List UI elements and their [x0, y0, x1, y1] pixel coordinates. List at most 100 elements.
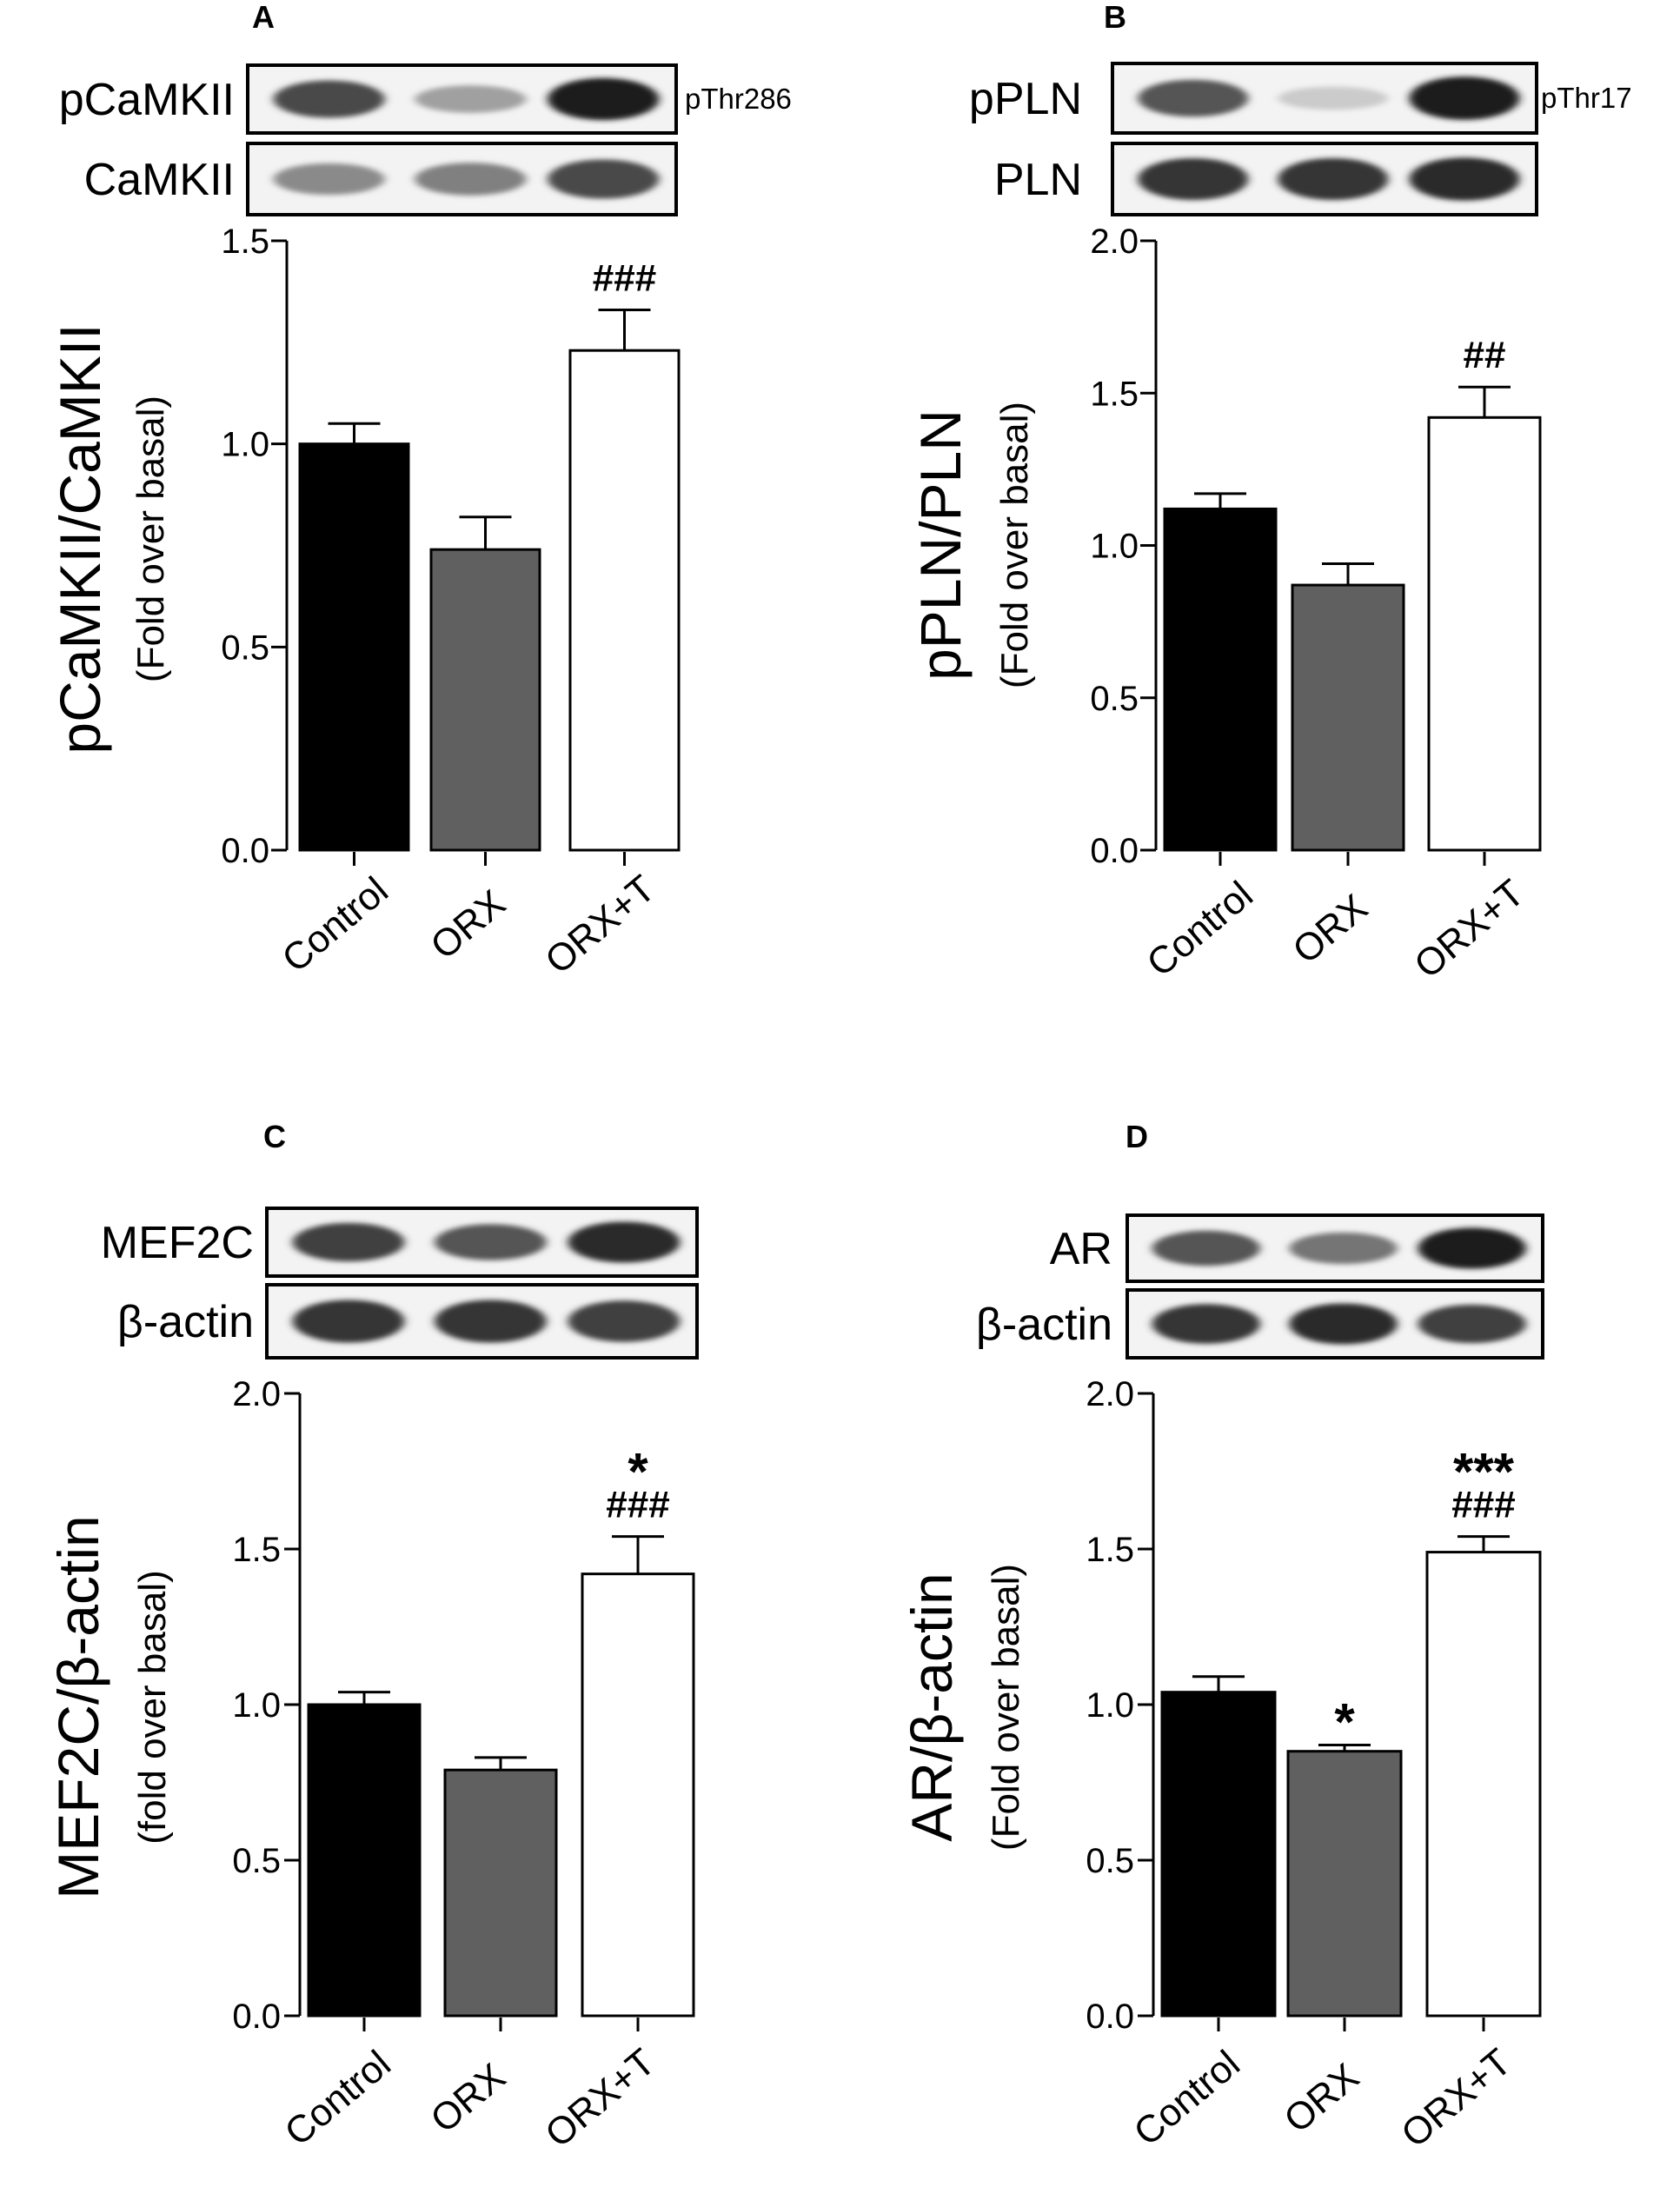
blot-band — [1278, 86, 1389, 110]
blot-band — [1289, 1303, 1398, 1345]
y-tick-label: 0.0 — [1086, 1998, 1134, 2036]
bar-control — [1160, 1691, 1277, 2018]
significance-mark: ### — [593, 256, 656, 299]
blot-band — [1278, 157, 1389, 201]
blot-band — [1138, 79, 1249, 117]
blot-label: β-actin — [117, 1297, 254, 1347]
blot-band — [1418, 1227, 1526, 1269]
y-axis-sublabel: (Fold over basal) — [993, 402, 1036, 688]
blot-frame — [1111, 62, 1538, 135]
x-category-label: ORX — [422, 881, 514, 967]
blot-band — [273, 163, 385, 196]
blot-band — [568, 1300, 681, 1342]
significance-mark: ### — [1451, 1484, 1515, 1526]
bar-chart: 0.0 0.5 1.0 1.5 2.0 MEF2C/β-actin (fold over b… — [46, 1375, 695, 2157]
y-tick-label: 1.0 — [1086, 1686, 1134, 1725]
x-category-label: ORX+T — [537, 2041, 663, 2157]
significance-mark: * — [628, 1443, 648, 1501]
y-tick-label: 1.0 — [232, 1686, 281, 1725]
blot-label: CaMKII — [84, 155, 235, 205]
panel-letter: C — [263, 1119, 286, 1154]
western-blot-strip: AR — [1050, 1213, 1544, 1283]
blot-band — [1138, 157, 1249, 201]
y-tick-label: 0.5 — [1086, 1842, 1134, 1880]
x-category-label: ORX — [1285, 886, 1376, 972]
x-category-label: ORX+T — [537, 868, 663, 983]
western-blot-strip: β-actin — [117, 1283, 699, 1360]
x-category-label: Control — [1139, 874, 1261, 986]
y-tick-label: 2.0 — [232, 1375, 281, 1413]
x-category-label: Control — [1126, 2043, 1248, 2155]
y-tick-label: 1.0 — [221, 426, 269, 464]
blot-label: AR — [1050, 1224, 1112, 1274]
significance-mark: *** — [1453, 1443, 1515, 1501]
blot-band — [568, 1221, 681, 1263]
blot-band — [1289, 1232, 1398, 1265]
bar-orx-t — [568, 349, 681, 852]
blot-band — [415, 85, 527, 113]
y-axis-sublabel: (Fold over basal) — [985, 1564, 1027, 1851]
y-tick-label: 1.5 — [1090, 375, 1139, 413]
y-tick-label: 1.5 — [232, 1531, 281, 1569]
panel-letter: D — [1126, 1119, 1148, 1154]
western-blot-strip: CaMKII — [84, 142, 678, 216]
x-category-label: ORX+T — [1393, 2041, 1519, 2157]
blot-frame — [1126, 1213, 1544, 1283]
x-category-label: ORX — [422, 2055, 514, 2141]
y-tick-label: 1.5 — [221, 223, 269, 261]
western-blot-strip: pPLN pThr17 — [969, 62, 1632, 135]
western-blot-strip: β-actin — [976, 1288, 1544, 1360]
blot-band — [1152, 1230, 1260, 1267]
y-tick-label: 0.5 — [221, 628, 269, 667]
y-axis-label: pCaMKII/CaMKII — [48, 323, 112, 754]
bar-orx — [1291, 583, 1405, 852]
bar-chart: 0.0 0.5 1.0 1.5 2.0 AR/β-actin (Fold over basa… — [900, 1375, 1542, 2157]
panel-letter: A — [252, 0, 275, 35]
bar-orx-t — [1425, 1551, 1542, 2018]
y-axis-label: MEF2C/β-actin — [46, 1515, 110, 1898]
bar-orx — [1286, 1750, 1403, 2018]
y-axis-label: pPLN/PLN — [908, 409, 973, 681]
y-axis-sublabel: (Fold over basal) — [129, 396, 172, 682]
blot-frame — [1111, 142, 1538, 216]
y-tick-label: 0.0 — [1090, 832, 1139, 870]
blot-band — [292, 1300, 405, 1343]
y-tick-label: 0.0 — [232, 1998, 281, 2036]
blot-band — [1409, 157, 1520, 201]
bar-chart: 0.0 0.5 1.0 1.5 2.0 pPLN/PLN (Fold over basal)… — [908, 223, 1542, 987]
bar-control — [307, 1703, 422, 2018]
panel-d: D AR β-actin 0.0 0.5 1.0 1.5 2.0 AR/β-actin (Fold… — [900, 1119, 1544, 2157]
blot-annotation: pThr286 — [685, 83, 792, 115]
significance-mark: ## — [1464, 334, 1506, 376]
x-category-label: ORX — [1276, 2055, 1367, 2141]
y-tick-label: 0.0 — [221, 832, 269, 870]
blot-frame — [1126, 1288, 1544, 1360]
y-tick-label: 0.5 — [1090, 680, 1139, 718]
blot-band — [1152, 1304, 1260, 1344]
y-axis-sublabel: (fold over basal) — [131, 1570, 174, 1844]
y-axis-label: AR/β-actin — [900, 1572, 964, 1841]
bar-orx-t — [581, 1572, 695, 2018]
blot-band — [415, 163, 527, 196]
blot-band — [292, 1222, 405, 1262]
blot-label: PLN — [994, 155, 1082, 205]
panel-c: C MEF2C β-actin 0.0 0.5 1.0 1.5 2.0 MEF2C/β-acti… — [46, 1119, 699, 2157]
blot-label: pCaMKII — [59, 75, 235, 125]
blot-band — [273, 80, 385, 118]
y-tick-label: 1.0 — [1090, 528, 1139, 566]
blot-frame — [246, 142, 678, 216]
western-blot-strip: pCaMKII pThr286 — [59, 63, 792, 135]
x-category-label: Control — [277, 2043, 399, 2155]
blot-band — [548, 77, 660, 121]
blot-band — [435, 1224, 547, 1260]
y-tick-label: 0.5 — [232, 1842, 281, 1880]
blot-label: β-actin — [976, 1300, 1112, 1350]
blot-frame — [265, 1283, 699, 1360]
significance-mark: * — [1334, 1693, 1355, 1752]
blot-frame — [265, 1207, 699, 1278]
panel-letter: B — [1104, 0, 1126, 35]
blot-band — [1418, 1304, 1526, 1344]
x-category-label: ORX+T — [1406, 872, 1532, 987]
